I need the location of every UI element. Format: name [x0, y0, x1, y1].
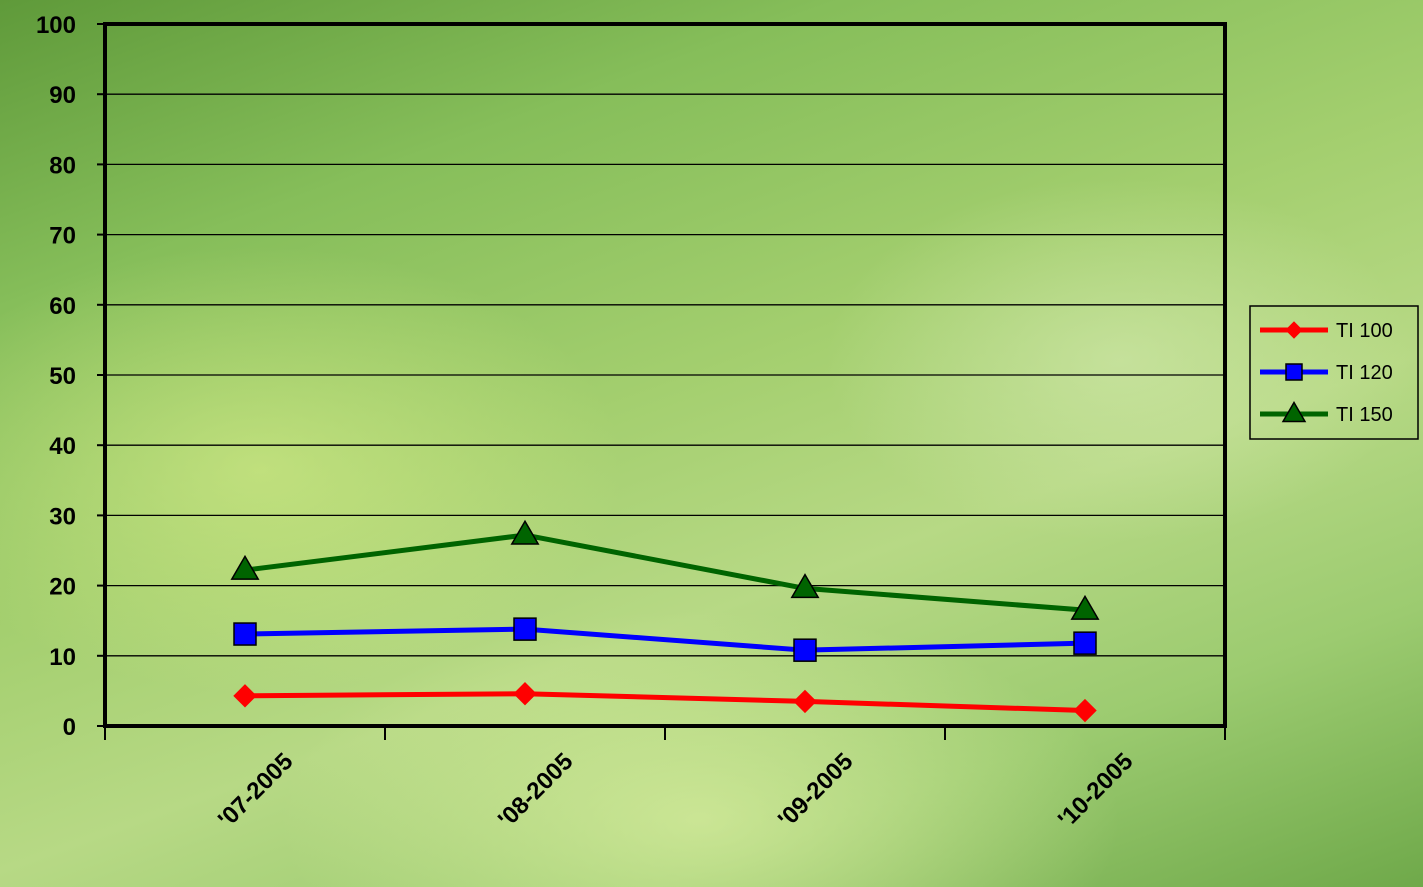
triangle-marker — [1070, 594, 1100, 620]
y-tick-label: 90 — [49, 82, 76, 109]
series-ti-150 — [230, 519, 1100, 620]
x-tick-label: '08-2005 — [493, 748, 578, 833]
square-marker — [513, 617, 537, 641]
triangle-marker — [230, 554, 260, 580]
y-tick-label: 70 — [49, 223, 76, 250]
y-tick-label: 10 — [49, 644, 76, 671]
y-tick-label: 30 — [49, 503, 76, 530]
legend-label: TI 150 — [1336, 404, 1393, 426]
y-tick-label: 100 — [36, 12, 76, 39]
legend: TI 100 TI 120 TI 150 — [1249, 305, 1419, 440]
series-line — [244, 691, 1086, 714]
legend-entry: TI 150 — [1260, 401, 1393, 426]
diamond-marker — [513, 682, 537, 706]
square-marker — [1073, 631, 1097, 655]
y-tick-label: 40 — [49, 433, 76, 460]
y-tick-label: 50 — [49, 363, 76, 390]
series-lines — [230, 519, 1100, 723]
series-ti-100 — [233, 682, 1097, 723]
series-line — [244, 626, 1086, 653]
diamond-marker — [1285, 321, 1303, 339]
triangle-marker — [1281, 401, 1307, 423]
gridlines — [105, 93, 1225, 657]
legend-label: TI 100 — [1336, 320, 1393, 342]
diamond-marker — [1073, 698, 1097, 723]
x-axis-tick-labels: '07-2005 '08-2005 '09-2005 '10-2005 — [213, 748, 1138, 833]
x-tick-label: '07-2005 — [213, 748, 298, 833]
legend-entry: TI 100 — [1260, 320, 1393, 342]
series-line — [244, 532, 1086, 613]
y-tick-label: 20 — [49, 574, 76, 601]
x-tick-label: '09-2005 — [773, 748, 858, 833]
diamond-marker — [233, 684, 257, 708]
square-marker — [1285, 363, 1303, 381]
triangle-marker — [510, 519, 540, 545]
axes — [97, 22, 1227, 740]
y-axis-tick-labels: 0 10 20 30 40 50 60 70 80 90 100 — [36, 12, 76, 741]
diamond-marker — [793, 689, 817, 714]
triangle-marker — [790, 573, 820, 599]
y-tick-label: 0 — [63, 714, 76, 741]
square-marker — [233, 622, 257, 646]
y-tick-label: 60 — [49, 293, 76, 320]
legend-entry: TI 120 — [1260, 362, 1393, 384]
legend-box — [1249, 305, 1419, 440]
x-tick-label: '10-2005 — [1053, 748, 1138, 833]
y-tick-label: 80 — [49, 152, 76, 179]
legend-label: TI 120 — [1336, 362, 1393, 384]
series-ti-120 — [233, 617, 1097, 662]
square-marker — [793, 638, 817, 662]
